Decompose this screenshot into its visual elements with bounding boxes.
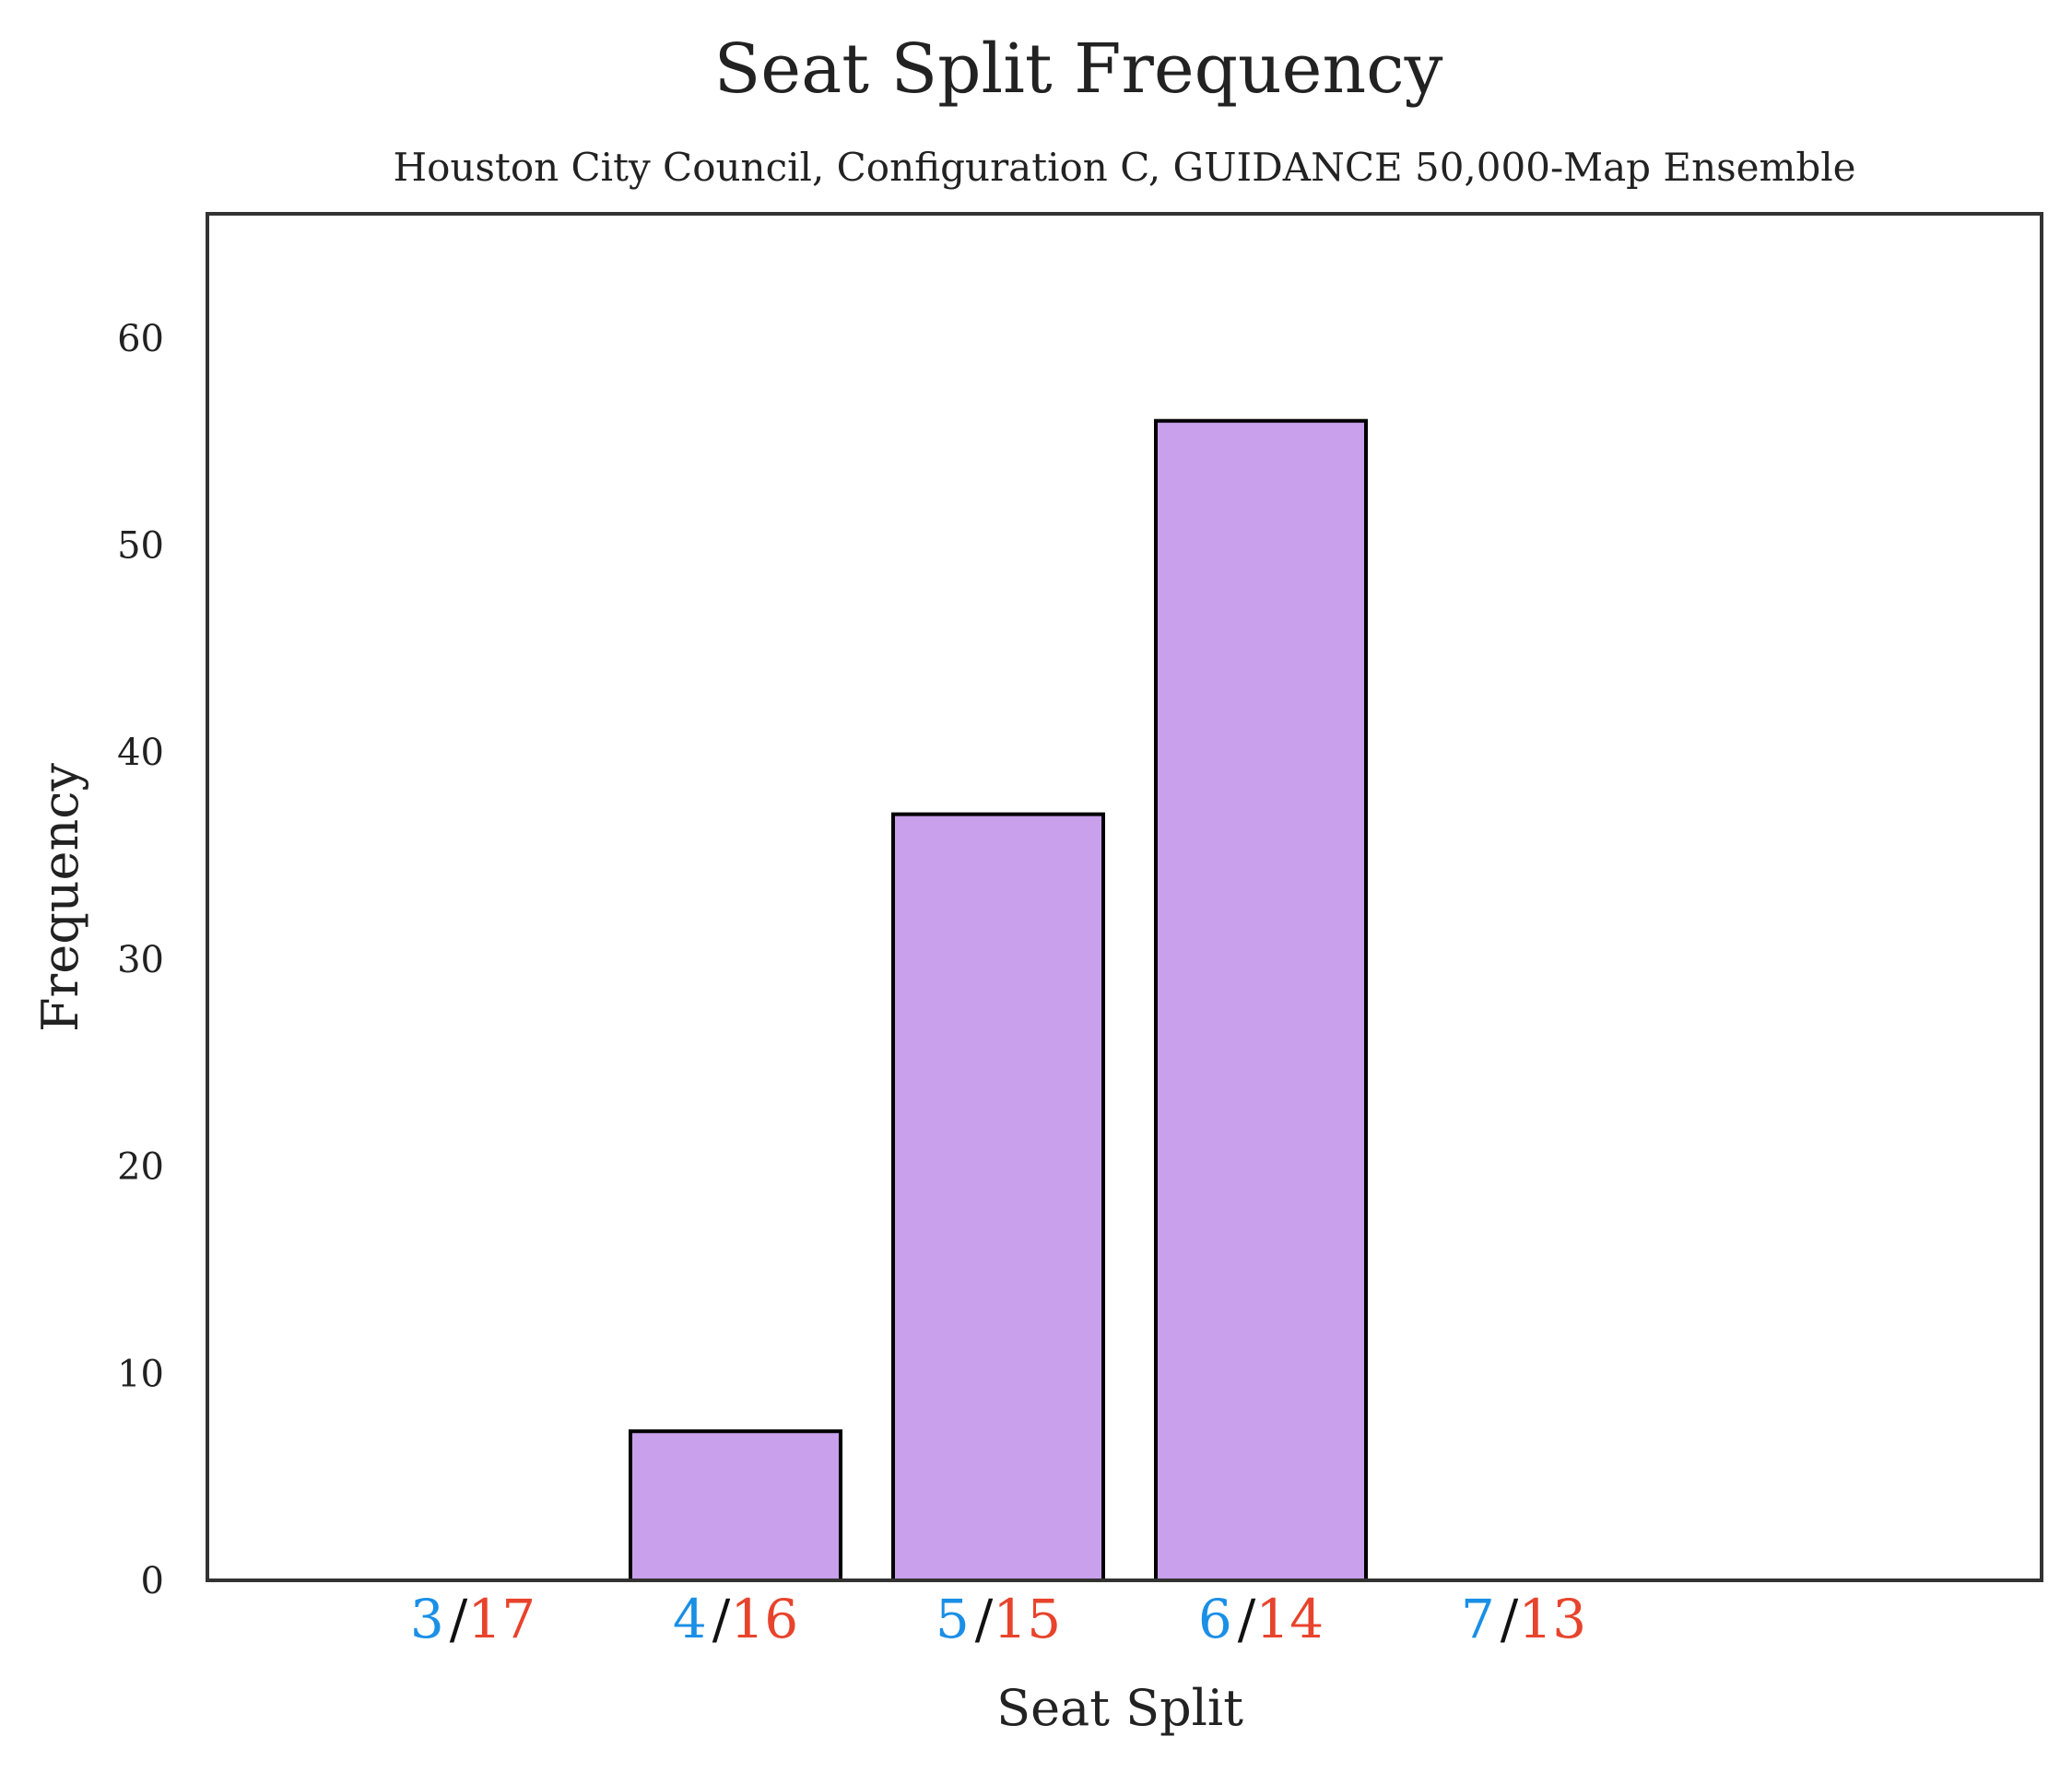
bar-6-14 [1154,418,1368,1582]
y-tick-label: 20 [117,1146,164,1189]
x-axis-label: Seat Split [996,1679,1243,1737]
y-tick-label: 50 [117,525,164,568]
x-tick-label: 4/16 [673,1588,798,1650]
y-tick-label: 30 [117,939,164,981]
y-tick-label: 60 [117,318,164,360]
bar-4-16 [629,1429,842,1582]
chart-title: Seat Split Frequency [714,29,1443,109]
x-tick-label: 5/15 [936,1588,1061,1650]
x-tick-label: 3/17 [410,1588,536,1650]
chart-subtitle: Houston City Council, Configuration C, G… [393,145,1855,190]
plot-frame [206,212,2043,1582]
x-axis-ticks: 3/17 4/16 5/15 6/14 7/13 [410,1588,1586,1650]
x-tick-label: 7/13 [1461,1588,1586,1650]
x-tick-label: 6/14 [1198,1588,1324,1650]
plot-area [313,418,1940,1582]
y-axis-ticks: 0 10 20 30 40 50 60 [117,318,164,1602]
y-tick-label: 40 [117,732,164,774]
y-tick-label: 10 [117,1353,164,1395]
bar-5-15 [891,812,1105,1582]
y-axis-label: Frequency [31,762,89,1032]
y-tick-label: 0 [141,1560,164,1602]
